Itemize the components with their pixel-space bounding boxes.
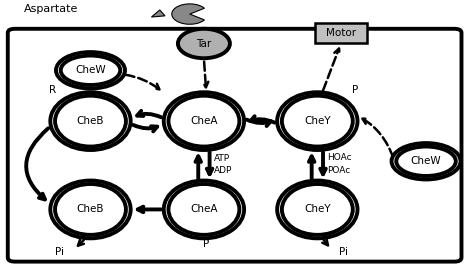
Text: Motor: Motor: [326, 28, 356, 38]
Ellipse shape: [282, 184, 353, 235]
Text: CheW: CheW: [75, 65, 106, 75]
Ellipse shape: [396, 147, 456, 176]
Text: R: R: [49, 85, 56, 95]
Ellipse shape: [55, 96, 126, 147]
Text: ADP: ADP: [214, 166, 233, 175]
Ellipse shape: [164, 92, 244, 150]
Text: P: P: [352, 85, 358, 95]
FancyBboxPatch shape: [8, 29, 462, 262]
Polygon shape: [152, 10, 165, 17]
Ellipse shape: [61, 56, 120, 85]
Ellipse shape: [56, 52, 125, 89]
Text: CheW: CheW: [411, 156, 441, 166]
Text: CheA: CheA: [190, 204, 218, 214]
Wedge shape: [172, 4, 204, 24]
Text: POAc: POAc: [327, 166, 350, 175]
Ellipse shape: [277, 92, 357, 150]
Ellipse shape: [164, 180, 244, 238]
Ellipse shape: [282, 96, 353, 147]
Ellipse shape: [50, 92, 131, 150]
Text: CheA: CheA: [190, 116, 218, 126]
Ellipse shape: [168, 96, 239, 147]
Text: P: P: [203, 239, 210, 249]
Text: Pi: Pi: [339, 247, 348, 257]
Ellipse shape: [50, 180, 131, 238]
Text: CheB: CheB: [77, 204, 104, 214]
Circle shape: [178, 29, 230, 58]
Text: Aspartate: Aspartate: [24, 4, 79, 14]
Text: CheY: CheY: [304, 204, 331, 214]
Bar: [315, 23, 367, 43]
Text: CheB: CheB: [77, 116, 104, 126]
Text: Pi: Pi: [55, 247, 64, 257]
Text: HOAc: HOAc: [327, 153, 351, 162]
Ellipse shape: [55, 184, 126, 235]
Text: CheY: CheY: [304, 116, 331, 126]
Text: Tar: Tar: [196, 38, 211, 48]
Ellipse shape: [168, 184, 239, 235]
Ellipse shape: [392, 143, 461, 179]
Text: ATP: ATP: [214, 154, 230, 163]
Ellipse shape: [277, 180, 357, 238]
